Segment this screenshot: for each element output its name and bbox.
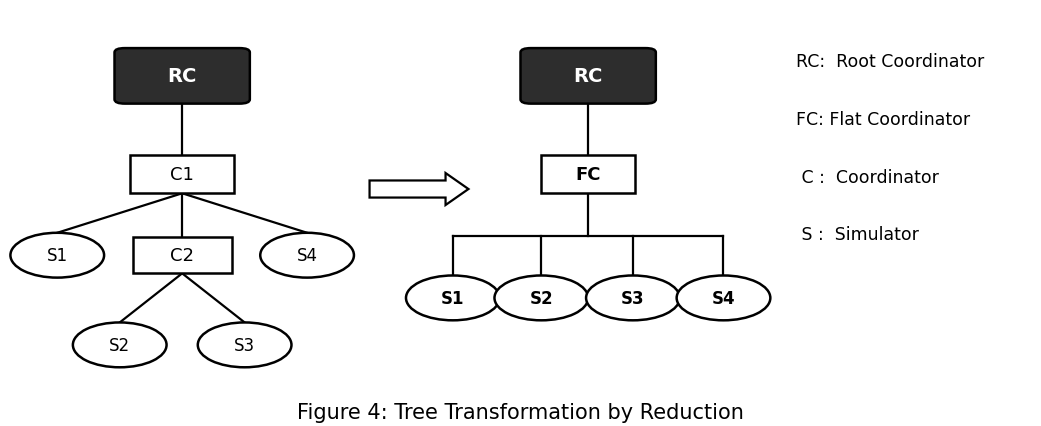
Text: S4: S4: [712, 289, 735, 307]
Text: S3: S3: [621, 289, 644, 307]
Text: RC: RC: [168, 67, 197, 86]
Text: FC: Flat Coordinator: FC: Flat Coordinator: [796, 111, 970, 129]
Text: S1: S1: [441, 289, 464, 307]
FancyBboxPatch shape: [130, 155, 234, 194]
FancyBboxPatch shape: [541, 155, 635, 194]
Ellipse shape: [198, 323, 291, 367]
Text: RC:  Root Coordinator: RC: Root Coordinator: [796, 53, 985, 71]
Text: S1: S1: [47, 247, 68, 265]
Text: FC: FC: [576, 166, 601, 184]
Ellipse shape: [586, 276, 680, 320]
Ellipse shape: [73, 323, 167, 367]
Text: C :  Coordinator: C : Coordinator: [796, 168, 939, 186]
Ellipse shape: [260, 233, 354, 278]
Text: S2: S2: [109, 336, 130, 354]
FancyBboxPatch shape: [115, 49, 250, 104]
FancyBboxPatch shape: [520, 49, 656, 104]
Text: RC: RC: [574, 67, 603, 86]
Text: S :  Simulator: S : Simulator: [796, 226, 919, 244]
Text: Figure 4: Tree Transformation by Reduction: Figure 4: Tree Transformation by Reducti…: [297, 402, 744, 422]
Ellipse shape: [494, 276, 588, 320]
Ellipse shape: [406, 276, 500, 320]
Text: C2: C2: [170, 247, 195, 265]
Ellipse shape: [677, 276, 770, 320]
Text: S4: S4: [297, 247, 318, 265]
Text: S2: S2: [530, 289, 553, 307]
Ellipse shape: [10, 233, 104, 278]
Text: S3: S3: [234, 336, 255, 354]
FancyArrow shape: [370, 174, 468, 205]
Text: C1: C1: [171, 166, 194, 184]
FancyBboxPatch shape: [133, 237, 231, 273]
